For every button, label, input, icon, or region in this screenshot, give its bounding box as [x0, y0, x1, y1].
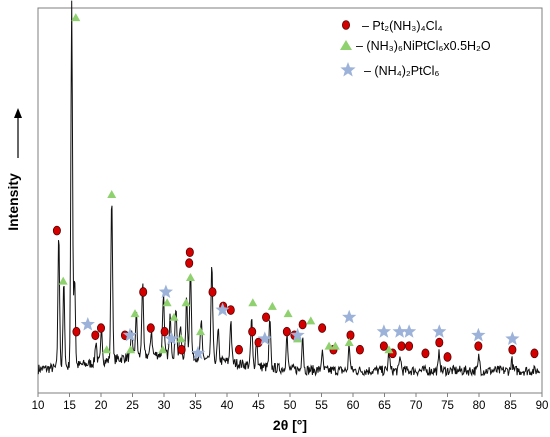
legend-triangle-icon [340, 40, 352, 50]
nh4-peak-marker [164, 331, 179, 345]
nipt-peak-marker [185, 273, 195, 282]
nipt-peak-marker [384, 345, 394, 354]
nh4-peak-marker [257, 331, 272, 345]
nipt-peak-marker [102, 345, 112, 354]
peak-markers [52, 13, 539, 362]
pt2-peak-marker [379, 341, 388, 351]
nh4-peak-marker [190, 345, 206, 360]
pt2-peak-marker [443, 352, 452, 362]
pt2-peak-marker [397, 341, 406, 351]
nipt-peak-marker [169, 312, 179, 321]
pt2-peak-marker [234, 344, 243, 355]
nipt-peak-marker [248, 298, 258, 307]
nipt-peak-marker [176, 334, 186, 343]
pt2-peak-marker [248, 326, 257, 337]
pt2-peak-marker [91, 330, 100, 341]
nh4-peak-marker [471, 327, 486, 342]
x-tick-label: 70 [410, 400, 423, 412]
x-tick-label: 80 [473, 400, 486, 412]
y-axis-label-group: Intensity [5, 108, 22, 231]
x-tick-label: 30 [158, 400, 171, 412]
x-tick-label: 10 [32, 400, 45, 412]
pt2-peak-marker [508, 344, 517, 355]
pt2-peak-marker [298, 319, 307, 330]
x-tick-label: 60 [347, 400, 360, 412]
pt2-peak-marker [160, 326, 169, 337]
pt2-peak-marker [346, 330, 355, 341]
nipt-peak-marker [162, 298, 172, 307]
nh4-peak-marker [215, 302, 230, 317]
nh4-peak-marker [80, 317, 95, 331]
x-tick-label: 15 [63, 400, 76, 412]
legend: – Pt₂(NH₃)₄Cl₄ – (NH₃)₆NiPtCl₆x0.5H₂O – … [340, 19, 491, 78]
pt2-peak-marker [474, 341, 483, 351]
legend-label-nh4: – (NH₄)₂PtCl₆ [364, 64, 439, 78]
x-tick-label: 65 [378, 400, 391, 412]
pt2-peak-marker [208, 287, 217, 297]
x-tick-label: 55 [315, 400, 328, 412]
nh4-peak-marker [158, 284, 173, 298]
pt2-peak-marker [254, 337, 263, 348]
nipt-peak-marker [330, 341, 340, 350]
pt2-peak-marker [405, 341, 414, 351]
x-tick-label: 85 [504, 400, 517, 412]
nh4-peak-marker [342, 309, 357, 324]
nipt-peak-marker [344, 338, 354, 347]
x-tick-label: 90 [536, 400, 549, 412]
legend-label-nipt: – (NH₃)₆NiPtCl₆x0.5H₂O [356, 39, 491, 53]
nh4-peak-marker [392, 324, 407, 338]
pt2-peak-marker [72, 326, 81, 337]
pt2-peak-marker [185, 258, 194, 268]
nipt-peak-marker [158, 345, 168, 354]
legend-circle-icon [341, 20, 350, 30]
x-axis-ticks: 10 15 20 25 30 35 40 45 50 55 60 65 70 75 80 85 90 [32, 393, 549, 412]
pt2-peak-marker [185, 247, 194, 258]
nh4-peak-marker [376, 324, 391, 338]
nipt-peak-marker [58, 276, 68, 285]
x-tick-label: 20 [95, 400, 108, 412]
pt2-peak-marker [146, 323, 155, 333]
pt2-peak-marker [421, 348, 430, 359]
pt2-peak-marker [139, 287, 148, 297]
x-tick-label: 40 [221, 400, 234, 412]
x-tick-label: 50 [284, 400, 297, 412]
nh4-peak-marker [505, 331, 520, 345]
x-tick-label: 35 [189, 400, 202, 412]
pt2-peak-marker [226, 305, 235, 315]
nipt-peak-marker [126, 345, 136, 354]
y-axis-label: Intensity [5, 173, 21, 231]
pt2-peak-marker [530, 348, 539, 359]
nh4-peak-marker [290, 327, 305, 342]
nipt-peak-marker [130, 309, 140, 318]
pt2-peak-marker [52, 225, 61, 236]
x-tick-label: 45 [252, 400, 265, 412]
nh4-peak-marker [122, 327, 138, 342]
x-tick-label: 25 [126, 400, 139, 412]
pt2-peak-marker [177, 344, 186, 355]
pt2-peak-marker [355, 344, 364, 355]
nipt-peak-marker [267, 301, 277, 310]
nipt-peak-marker [181, 298, 191, 307]
pt2-peak-marker [435, 337, 444, 348]
legend-star-icon [340, 62, 356, 77]
nh4-peak-marker [401, 324, 417, 338]
nipt-peak-marker [324, 341, 334, 350]
nh4-peak-marker [432, 324, 447, 338]
diffraction-pattern-line [37, 0, 541, 378]
nipt-peak-marker [71, 13, 81, 22]
nipt-peak-marker [196, 327, 206, 336]
pt2-peak-marker [282, 326, 291, 337]
pt2-peak-marker [262, 312, 271, 323]
pt2-peak-marker [318, 323, 327, 333]
nipt-peak-marker [107, 190, 117, 198]
x-tick-label: 75 [441, 400, 454, 412]
nipt-peak-marker [306, 316, 316, 325]
y-axis-arrow-head [14, 108, 22, 118]
x-axis-label: 2θ [°] [273, 417, 307, 433]
pt2-peak-marker [97, 323, 106, 333]
nipt-peak-marker [283, 309, 293, 318]
legend-label-pt2: – Pt₂(NH₃)₄Cl₄ [362, 19, 443, 33]
